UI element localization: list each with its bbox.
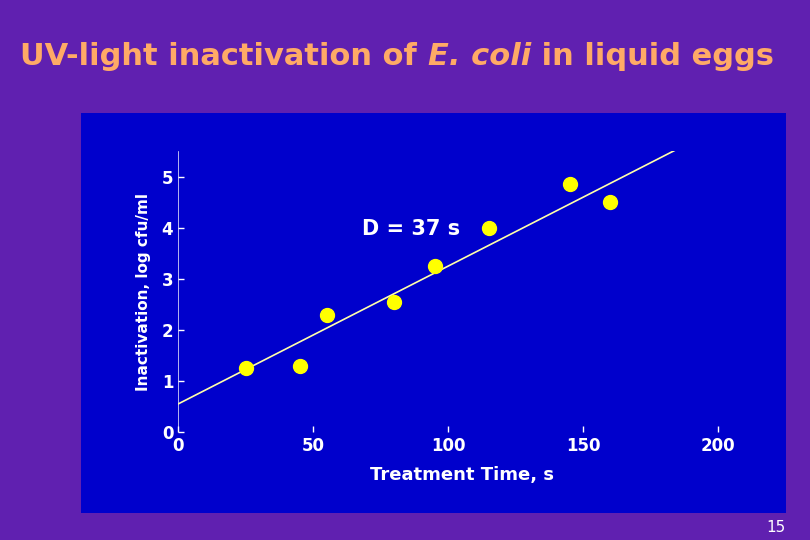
Point bbox=[603, 198, 616, 207]
Text: 15: 15 bbox=[766, 519, 786, 535]
Point bbox=[482, 224, 495, 232]
Point bbox=[428, 262, 441, 271]
Text: in liquid eggs: in liquid eggs bbox=[531, 42, 774, 71]
Point bbox=[563, 180, 576, 188]
Point bbox=[293, 361, 306, 370]
Y-axis label: Inactivation, log cfu/ml: Inactivation, log cfu/ml bbox=[135, 193, 151, 390]
Text: E. coli: E. coli bbox=[428, 42, 531, 71]
X-axis label: Treatment Time, s: Treatment Time, s bbox=[369, 466, 554, 484]
Point bbox=[388, 298, 401, 306]
Text: UV-light inactivation of: UV-light inactivation of bbox=[20, 42, 428, 71]
Point bbox=[320, 310, 333, 319]
Point bbox=[239, 364, 252, 373]
Text: D = 37 s: D = 37 s bbox=[362, 219, 460, 239]
